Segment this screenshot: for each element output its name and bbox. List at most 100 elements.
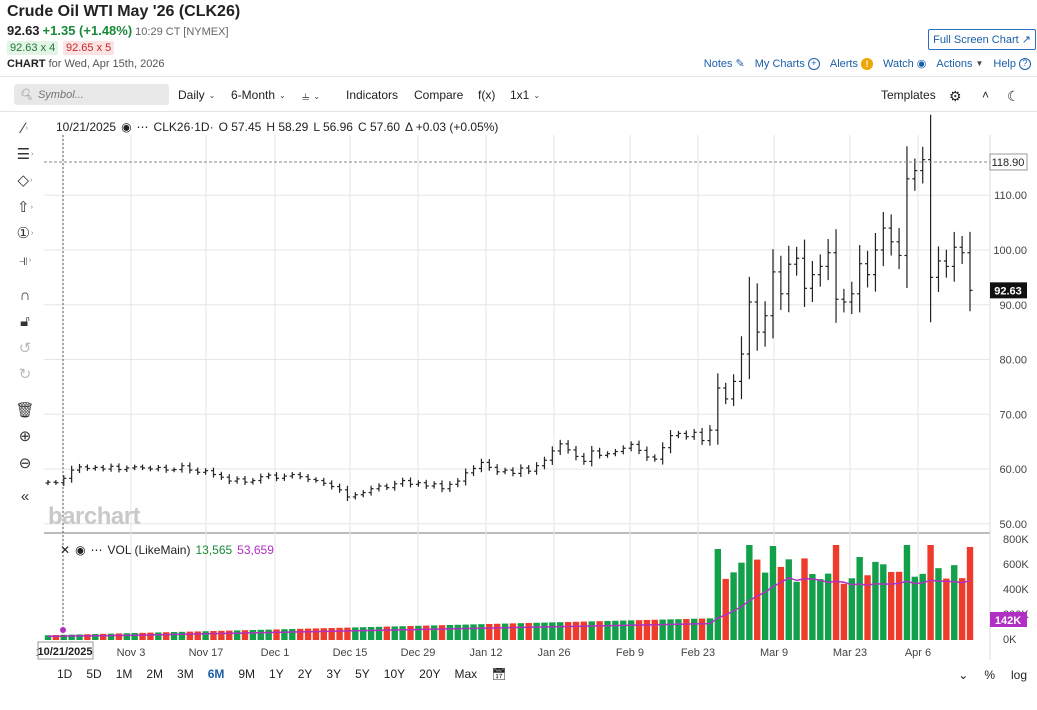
period-6m[interactable]: 6M [207,667,225,681]
magnet-icon[interactable]: ∩ [19,286,31,304]
fullscreen-button[interactable]: Full Screen Chart ↗ [928,29,1036,50]
volume-bar [935,568,942,640]
symbol-input[interactable] [37,88,158,101]
chevron-double-down-icon[interactable]: ⌄ [958,668,969,682]
percent-scale-toggle[interactable]: % [984,668,995,682]
lock-icon[interactable]: 🔓︎ [20,312,30,330]
redo-icon[interactable]: ↻ [18,366,32,383]
arrow-tool-icon[interactable]: ⇧ › [17,199,33,216]
eye-icon[interactable]: ◉ [121,120,132,134]
annotation-tool-icon[interactable]: ① › [16,225,34,242]
notes-button[interactable]: Notes ✎ [703,57,745,71]
volume-bar [344,627,351,640]
actions-button[interactable]: Actions ▼ [936,58,983,70]
period-5d[interactable]: 5D [86,667,102,681]
ohlc-bar [683,430,689,440]
compare-button[interactable]: Compare [414,88,464,102]
dark-mode-icon[interactable]: ☾ [1007,88,1020,104]
volume-bar [99,633,107,640]
y-tick-label: 110.00 [994,190,1027,202]
period-2m[interactable]: 2M [146,667,164,681]
period-2y[interactable]: 2Y [297,667,313,681]
bid-badge: 92.63 x 4 [7,41,59,55]
help-button[interactable]: Help? [993,57,1031,70]
interval-select[interactable]: Daily ⌄ [178,88,215,102]
period-3m[interactable]: 3M [177,667,194,681]
period-9m[interactable]: 9M [238,667,256,681]
period-max[interactable]: Max [454,667,478,681]
fx-button[interactable]: f(x) [478,88,496,102]
ohlc-bar [778,255,784,310]
calendar-icon[interactable]: 📅︎ [491,667,507,681]
volume-bar [824,573,832,640]
volume-bar [202,631,209,640]
log-scale-toggle[interactable]: log [1010,668,1027,682]
volume-bar [281,629,288,640]
volume-bar [880,564,887,640]
chart-toolbar [0,76,1037,112]
volume-bar [170,632,178,640]
notes-label: Notes [703,57,733,70]
volume-bar [415,625,422,640]
ohlc-bar [817,254,823,287]
close-icon[interactable]: ✕ [60,543,71,557]
period-1d[interactable]: 1D [57,667,73,681]
zoom-out-icon[interactable]: ⊖ [18,455,32,472]
zoom-in-icon[interactable]: ⊕ [18,428,32,445]
range-select[interactable]: 6-Month ⌄ [231,88,286,102]
more-icon[interactable]: ⋯ [136,120,149,134]
x-tick-label: Jan 26 [537,647,570,659]
ohlc-bar [967,231,973,312]
period-1y[interactable]: 1Y [269,667,284,681]
templates-button[interactable]: Templates [881,88,936,102]
eye-icon[interactable]: ◉ [75,543,86,557]
volume-bar [777,566,785,640]
my-charts-button[interactable]: My Charts + [755,57,820,70]
collapse-sidebar-icon[interactable]: « [20,487,30,505]
fibonacci-tool-icon[interactable]: ☰ › [16,146,34,163]
volume-bar [438,625,446,640]
settings-gear-icon[interactable]: ⚙ [949,88,962,104]
ohlc-bar [872,233,878,292]
undo-icon[interactable]: ↺ [18,340,32,357]
external-link-icon: ↗ [1021,34,1031,46]
ohlc-bar [392,480,398,491]
chart-type-select[interactable]: ⫨ ⌄ [302,88,320,104]
volume-bar [454,624,461,640]
trendline-tool-icon[interactable]: ∕ › [22,119,28,137]
collapse-up-icon[interactable]: ˄ [982,88,990,102]
actions-label: Actions [936,57,973,70]
period-3y[interactable]: 3Y [326,667,342,681]
volume-bar [155,632,162,640]
layout-select[interactable]: 1x1 ⌄ [510,88,540,102]
indicators-button[interactable]: Indicators [346,88,399,102]
ohlc-bar [455,478,461,488]
ohlc-bars-icon: ⫨ [302,88,310,103]
ohlc-bar [597,447,603,459]
price-chart[interactable]: 10/21/2025 Nov 3 Nov 17 Dec 1 Dec 15 Dec 29 Ja… [0,113,1037,665]
symbol-search[interactable]: 🔍︎ [14,84,169,105]
shapes-tool-icon[interactable]: ◇ › [17,172,33,189]
chart-overlays: 10/21/2025 142K 118.90 92.63 [37,135,1028,660]
watch-button[interactable]: Watch ◉ [883,57,926,71]
measure-tool-icon[interactable]: ⫣ › [18,251,32,269]
volume-average: 53,659 [237,543,274,557]
period-20y[interactable]: 20Y [419,667,441,681]
ohlc-bar [352,492,358,500]
more-icon[interactable]: ⋯ [90,543,103,557]
volume-bar [722,578,729,640]
ohlc-bar [526,465,532,475]
drawing-toolbar: ∕ › ☰ › ◇ › ⇧ › ① › ⫣ › ∩ 🔓︎ ↺ ↻ 🗑︎ ⊕ ⊖ « [0,113,44,623]
ohlc-bar [754,283,760,351]
x-tick-label: Feb 9 [616,647,644,659]
trash-icon[interactable]: 🗑︎ [15,402,35,419]
volume-bar [265,629,272,640]
ohlc-bar [589,445,595,467]
x-tick-label: Dec 15 [333,647,368,659]
period-10y[interactable]: 10Y [383,667,406,681]
period-1m[interactable]: 1M [115,667,133,681]
x-tick-label: Feb 23 [681,647,715,659]
alerts-button[interactable]: Alerts! [830,57,873,70]
period-5y[interactable]: 5Y [355,667,370,681]
volume-bar [115,633,123,640]
